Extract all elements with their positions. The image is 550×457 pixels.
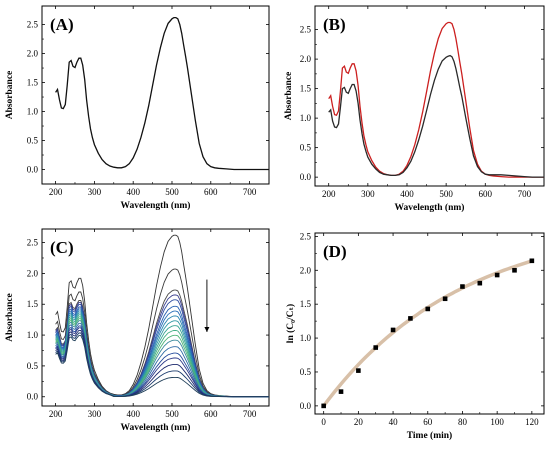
y-tick-label: 1.0 <box>27 330 39 340</box>
plot-frame <box>41 5 270 185</box>
series-line <box>55 320 269 398</box>
y-tick-label: 2.5 <box>27 238 39 248</box>
series-line <box>55 335 269 398</box>
data-point <box>442 296 448 302</box>
series-line <box>55 329 269 398</box>
panel-c: 200 300 400 500 600 700 0.0 0.5 1.0 1.5 2.0 2.5 Wave… <box>5 228 270 433</box>
y-tick-label: 1.0 <box>27 107 39 117</box>
data-point <box>512 267 517 273</box>
y-tick-label: 1.5 <box>300 84 312 94</box>
series-line <box>328 54 544 178</box>
x-tick-label: 200 <box>322 189 336 199</box>
y-axis-label: Absorbance <box>284 72 294 121</box>
y-tick-label: 1.5 <box>27 299 39 309</box>
x-tick-label: 500 <box>165 409 179 419</box>
x-tick-label: 700 <box>518 189 532 199</box>
data-point <box>390 327 396 333</box>
y-tick-label: 2.0 <box>27 268 39 278</box>
data-point <box>338 389 344 394</box>
series-line <box>55 16 269 171</box>
x-tick-label: 120 <box>525 417 539 427</box>
y-tick-label: 0.0 <box>27 392 39 402</box>
panel-d: 0 20 40 60 80 100 120 0.0 0.5 1.0 1.5 2.0 2.5 Time (m… <box>285 231 545 441</box>
x-tick-label: 700 <box>243 409 257 419</box>
data-point <box>321 403 326 409</box>
y-tick-label: 2.5 <box>300 231 312 241</box>
data-point <box>356 368 361 373</box>
y-tick-label: 1.0 <box>300 113 312 123</box>
x-tick-label: 60 <box>423 417 433 427</box>
y-tick-label: 2.5 <box>300 25 312 35</box>
x-tick-label: 400 <box>126 409 140 419</box>
trend-arrow-head <box>204 326 210 332</box>
panel-label: (C) <box>50 238 74 257</box>
x-tick-label: 700 <box>243 187 257 197</box>
series-line <box>55 234 269 398</box>
data-point <box>373 345 379 350</box>
x-tick-label: 400 <box>126 187 140 197</box>
y-axis-label: Absorbance <box>5 71 15 120</box>
x-tick-label: 600 <box>479 189 493 199</box>
y-tick-label: 0.0 <box>27 165 39 175</box>
data-point <box>425 306 431 312</box>
y-axis-label: Absorbance <box>5 293 15 342</box>
plot-frame <box>41 228 270 407</box>
series-line <box>55 327 269 398</box>
x-tick-label: 40 <box>389 417 399 427</box>
y-tick-label: 1.5 <box>300 299 312 309</box>
y-tick-label: 0.5 <box>27 136 39 146</box>
panel-a: 200 300 400 500 600 700 0.0 0.5 1.0 1.5 2.0 2.5 Wave… <box>5 5 270 211</box>
y-tick-label: 2.0 <box>27 49 39 59</box>
data-point <box>529 258 535 264</box>
y-tick-label: 1.0 <box>300 333 312 343</box>
y-tick-label: 1.5 <box>27 78 39 88</box>
data-point <box>477 280 483 286</box>
y-tick-label: 0.0 <box>300 172 312 182</box>
y-tick-label: 0.5 <box>300 143 312 153</box>
x-tick-label: 200 <box>49 187 63 197</box>
y-axis-label: ln (C₀/Cₜ) <box>285 304 296 343</box>
x-tick-label: 20 <box>354 417 364 427</box>
y-tick-label: 0.5 <box>300 367 312 377</box>
x-tick-label: 100 <box>490 417 504 427</box>
series-line <box>328 21 544 178</box>
plot-frame <box>314 5 545 187</box>
panel-label: (B) <box>323 15 346 34</box>
y-tick-label: 0.0 <box>300 401 312 411</box>
x-tick-label: 500 <box>439 189 453 199</box>
panel-b: 200 300 400 500 600 700 0.0 0.5 1.0 1.5 2.0 2.5 Wave… <box>284 5 545 213</box>
x-tick-label: 400 <box>400 189 414 199</box>
data-point <box>460 284 465 289</box>
panel-label: (A) <box>50 15 74 34</box>
y-tick-label: 2.5 <box>27 20 39 30</box>
y-tick-label: 2.0 <box>300 265 312 275</box>
x-axis-label: Wavelength (nm) <box>121 422 191 433</box>
x-tick-label: 200 <box>49 409 63 419</box>
data-point <box>494 272 500 278</box>
x-axis-label: Wavelength (nm) <box>121 200 191 211</box>
x-axis-label: Time (min) <box>407 430 452 441</box>
x-tick-label: 500 <box>165 187 179 197</box>
series-line <box>55 268 269 398</box>
fit-curve <box>321 259 534 408</box>
data-point <box>408 316 413 321</box>
series-line <box>55 322 269 398</box>
x-tick-label: 80 <box>458 417 468 427</box>
x-axis-label: Wavelength (nm) <box>395 202 465 213</box>
y-tick-label: 0.5 <box>27 361 39 371</box>
x-tick-label: 600 <box>204 409 218 419</box>
panel-label: (D) <box>323 242 347 261</box>
x-tick-label: 300 <box>88 409 102 419</box>
plot-frame <box>314 232 545 415</box>
series-line <box>55 332 269 398</box>
x-tick-label: 600 <box>204 187 218 197</box>
x-tick-label: 300 <box>88 187 102 197</box>
x-tick-label: 300 <box>361 189 375 199</box>
x-tick-label: 0 <box>321 417 326 427</box>
y-tick-label: 2.0 <box>300 54 312 64</box>
